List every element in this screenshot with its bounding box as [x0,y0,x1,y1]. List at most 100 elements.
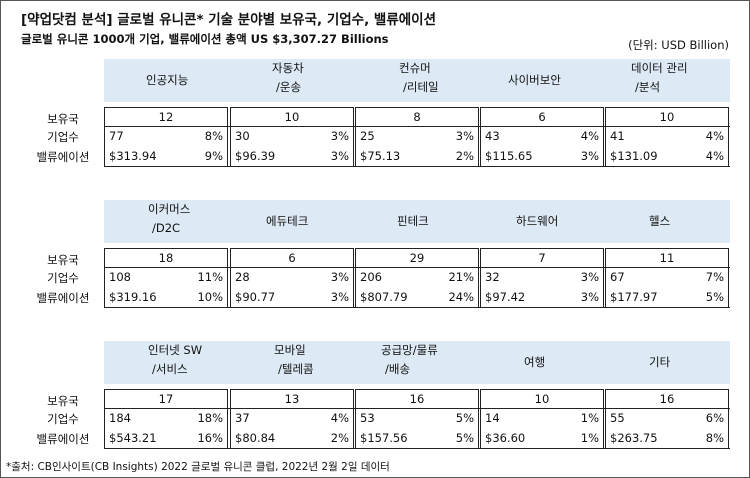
sector-name: 에듀테크 [266,214,309,228]
company-count: 77 [109,129,124,143]
sector-name: 사이버보안 [508,73,561,87]
valuation-share: 2% [330,431,349,445]
company-share: 18% [197,411,223,425]
country-count: 29 [355,248,479,267]
company-share: 4% [705,129,724,143]
company-count: 184 [109,411,131,425]
sector-name-sub: /분석 [635,80,661,94]
company-share: 6% [705,411,724,425]
sector-name-sub: /리테일 [403,80,439,94]
sector-header: 공급망/물류/배송 [381,341,438,384]
sector-header: 이커머스/D2C [148,200,190,243]
company-count: 37 [235,411,250,425]
valuation-share: 10% [197,290,223,304]
country-count: 10 [230,107,354,126]
sector-values: 206 21% $807.79 24% [355,267,479,307]
sector-header-band [104,59,730,102]
table-rule-mid [104,126,730,127]
table-rule-mid [104,408,730,409]
company-count: 32 [485,270,500,284]
company-share: 7% [705,270,724,284]
country-count: 16 [605,389,729,408]
valuation-share: 5% [705,290,724,304]
sector-name: 인터넷 SW [148,343,203,357]
valuation-share: 3% [330,290,349,304]
page-subtitle: 글로벌 유니콘 1000개 기업, 밸류에이션 총액 US $3,307.27 … [21,32,389,46]
sector-values: 14 1% $36.60 1% [480,408,604,448]
country-count: 10 [480,389,604,408]
company-count: 25 [360,129,375,143]
sector-header: 에듀테크 [266,200,308,243]
sector-values: 108 11% $319.16 10% [104,267,228,307]
sector-values: 32 3% $97.42 3% [480,267,604,307]
company-count: 67 [610,270,625,284]
company-count: 43 [485,129,500,143]
company-share: 5% [455,411,474,425]
company-share: 4% [580,129,599,143]
row-label-countries: 보유국 [47,394,79,408]
sector-name: 헬스 [649,214,671,228]
row-label-valuation: 밸류에이션 [36,150,90,164]
sector-header: 모바일/텔레콤 [274,341,314,384]
company-share: 11% [197,270,223,284]
company-share: 8% [204,129,223,143]
sector-header: 핀테크 [397,200,429,243]
company-count: 30 [235,129,250,143]
company-count: 55 [610,411,625,425]
valuation-amount: $263.75 [610,431,658,445]
company-share: 21% [448,270,474,284]
company-share: 4% [330,411,349,425]
valuation-amount: $807.79 [360,290,408,304]
valuation-share: 24% [448,290,474,304]
sector-name: 인공지능 [146,73,189,87]
valuation-share: 3% [330,149,349,163]
sector-name: 핀테크 [397,214,429,228]
sector-values: 53 5% $157.56 5% [355,408,479,448]
sector-values: 43 4% $115.65 3% [480,126,604,166]
row-label-countries: 보유국 [47,112,79,126]
valuation-share: 1% [580,431,599,445]
valuation-amount: $543.21 [109,431,157,445]
sector-name: 자동차 [272,61,304,75]
table-rule-bottom [104,166,730,167]
sector-name: 하드웨어 [516,214,559,228]
sector-name: 모바일 [274,343,306,357]
sector-header: 기타 [649,341,670,384]
company-count: 108 [109,270,131,284]
row-label-valuation: 밸류에이션 [36,432,90,446]
valuation-amount: $90.77 [235,290,276,304]
company-share: 3% [580,270,599,284]
sector-values: 28 3% $90.77 3% [230,267,354,307]
sector-name-sub: /D2C [152,221,181,235]
sector-header: 데이터 관리/분석 [631,59,688,102]
valuation-amount: $96.39 [235,149,276,163]
sector-values: 55 6% $263.75 8% [605,408,729,448]
row-label-companies: 기업수 [47,412,79,426]
company-count: 53 [360,411,375,425]
sector-values: 67 7% $177.97 5% [605,267,729,307]
valuation-amount: $80.84 [235,431,276,445]
sector-values: 184 18% $543.21 16% [104,408,228,448]
sector-header: 여행 [524,341,545,384]
country-count: 18 [104,248,228,267]
sector-name-sub: /텔레콤 [278,362,314,376]
page-title: [약업닷컴 분석] 글로벌 유니콘* 기술 분야별 보유국, 기업수, 밸류에이… [21,12,437,28]
sector-values: 25 3% $75.13 2% [355,126,479,166]
sector-name: 기타 [649,355,671,369]
table-rule-bottom [104,448,730,449]
valuation-amount: $75.13 [360,149,401,163]
row-label-valuation: 밸류에이션 [36,291,90,305]
valuation-share: 5% [455,431,474,445]
sector-header-band [104,341,730,384]
valuation-share: 4% [705,149,724,163]
source-footnote: *출처: CB인사이트(CB Insights) 2022 글로벌 유니콘 클럽… [6,461,390,473]
sector-table-1: 보유국 기업수 밸류에이션 인공지능 12 77 8% $313.94 9% 자동차/운송 10 30… [24,59,730,194]
sector-table-2: 보유국 기업수 밸류에이션 이커머스/D2C 18 108 11% $319.16 10% 에듀테… [24,200,730,335]
valuation-amount: $115.65 [485,149,533,163]
company-count: 206 [360,270,382,284]
sector-header: 하드웨어 [516,200,558,243]
valuation-amount: $157.56 [360,431,408,445]
sector-name-sub: /운송 [276,80,302,94]
country-count: 13 [230,389,354,408]
valuation-share: 3% [580,290,599,304]
